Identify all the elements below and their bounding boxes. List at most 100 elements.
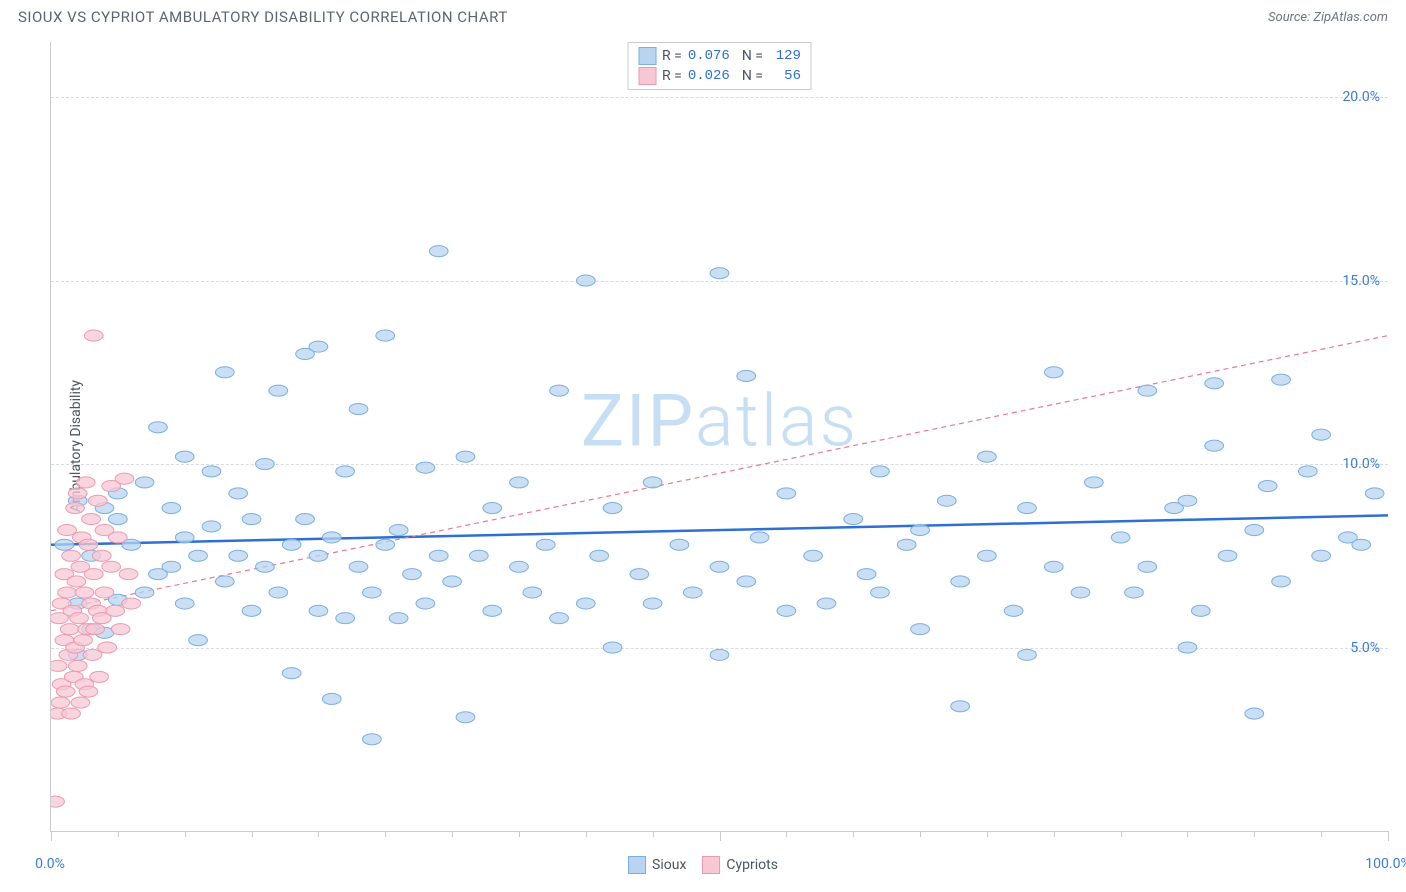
data-point-sioux [590, 550, 609, 561]
data-point-cypriots [51, 660, 67, 671]
data-point-sioux [349, 561, 368, 572]
data-point-sioux [256, 561, 275, 572]
data-point-sioux [403, 569, 422, 580]
data-point-cypriots [90, 671, 109, 682]
data-point-sioux [951, 576, 970, 587]
data-point-sioux [603, 642, 622, 653]
r-value: 0.076 [688, 48, 736, 64]
legend-swatch [638, 67, 656, 85]
data-point-sioux [456, 451, 475, 462]
x-tick-minor [987, 831, 988, 837]
n-label: N = [742, 48, 763, 64]
data-point-sioux [1004, 605, 1023, 616]
data-point-sioux [777, 488, 796, 499]
data-point-sioux [296, 514, 315, 525]
data-point-sioux [710, 649, 729, 660]
data-point-sioux [189, 550, 208, 561]
data-point-sioux [1298, 466, 1317, 477]
data-point-sioux [322, 693, 341, 704]
data-point-sioux [363, 587, 382, 598]
data-point-sioux [510, 561, 529, 572]
legend-stat-row: R = 0.026 N = 56 [638, 67, 801, 85]
data-point-sioux [576, 275, 595, 286]
x-tick-major [51, 831, 52, 841]
data-point-sioux [322, 532, 341, 543]
data-point-sioux [162, 503, 181, 514]
data-point-sioux [443, 576, 462, 587]
data-point-cypriots [68, 488, 87, 499]
x-tick-major [1388, 831, 1389, 841]
x-tick-major [720, 831, 721, 841]
data-point-sioux [429, 246, 448, 257]
x-tick-minor [853, 831, 854, 837]
x-tick-minor [586, 831, 587, 837]
data-point-sioux [750, 532, 769, 543]
r-value: 0.026 [688, 68, 736, 84]
legend-swatch [638, 47, 656, 65]
data-point-sioux [603, 503, 622, 514]
data-point-cypriots [84, 330, 103, 341]
legend-item: Sioux [628, 856, 686, 874]
data-point-sioux [670, 539, 689, 550]
data-point-sioux [175, 598, 194, 609]
data-point-sioux [951, 701, 970, 712]
data-point-sioux [202, 466, 221, 477]
chart-plot-area: ZIPatlas R =0.076N =129R =0.026N =56 5.0… [50, 42, 1388, 832]
data-point-cypriots [108, 532, 127, 543]
data-point-sioux [1272, 576, 1291, 587]
data-point-cypriots [62, 708, 81, 719]
data-point-sioux [1071, 587, 1090, 598]
data-point-sioux [1312, 429, 1331, 440]
data-point-cypriots [122, 598, 141, 609]
r-label: R = [662, 68, 682, 84]
data-point-sioux [1191, 605, 1210, 616]
data-point-sioux [215, 367, 234, 378]
data-point-sioux [135, 477, 154, 488]
data-point-cypriots [92, 550, 111, 561]
data-point-sioux [510, 477, 529, 488]
r-label: R = [662, 48, 682, 64]
x-tick-minor [318, 831, 319, 837]
data-point-sioux [175, 532, 194, 543]
data-point-sioux [483, 503, 502, 514]
x-tick-minor [1121, 831, 1122, 837]
data-point-sioux [550, 613, 569, 624]
data-point-sioux [1272, 374, 1291, 385]
data-point-cypriots [66, 503, 85, 514]
data-point-sioux [242, 514, 261, 525]
x-tick-minor [385, 831, 386, 837]
data-point-cypriots [98, 642, 117, 653]
x-tick-minor [1187, 831, 1188, 837]
chart-title: SIOUX VS CYPRIOT AMBULATORY DISABILITY C… [18, 8, 508, 26]
data-point-sioux [215, 576, 234, 587]
data-point-sioux [349, 403, 368, 414]
data-point-cypriots [60, 624, 79, 635]
data-point-sioux [737, 576, 756, 587]
data-point-sioux [483, 605, 502, 616]
data-point-cypriots [68, 660, 87, 671]
data-point-sioux [897, 539, 916, 550]
data-point-sioux [871, 466, 890, 477]
data-point-cypriots [83, 649, 102, 660]
data-point-sioux [1044, 367, 1063, 378]
data-point-sioux [1085, 477, 1104, 488]
n-label: N = [742, 68, 763, 84]
data-point-sioux [108, 514, 127, 525]
data-point-sioux [336, 466, 355, 477]
data-point-sioux [376, 539, 395, 550]
x-tick-minor [252, 831, 253, 837]
legend-swatch [628, 856, 646, 874]
data-point-sioux [363, 734, 382, 745]
data-point-sioux [189, 635, 208, 646]
data-point-sioux [1138, 561, 1157, 572]
data-point-sioux [911, 624, 930, 635]
data-point-sioux [242, 605, 261, 616]
n-value: 56 [769, 68, 801, 84]
x-tick-minor [519, 831, 520, 837]
data-point-sioux [1205, 378, 1224, 389]
data-point-cypriots [67, 576, 86, 587]
data-point-cypriots [86, 624, 105, 635]
data-point-sioux [135, 587, 154, 598]
data-point-sioux [871, 587, 890, 598]
data-point-sioux [1178, 495, 1197, 506]
